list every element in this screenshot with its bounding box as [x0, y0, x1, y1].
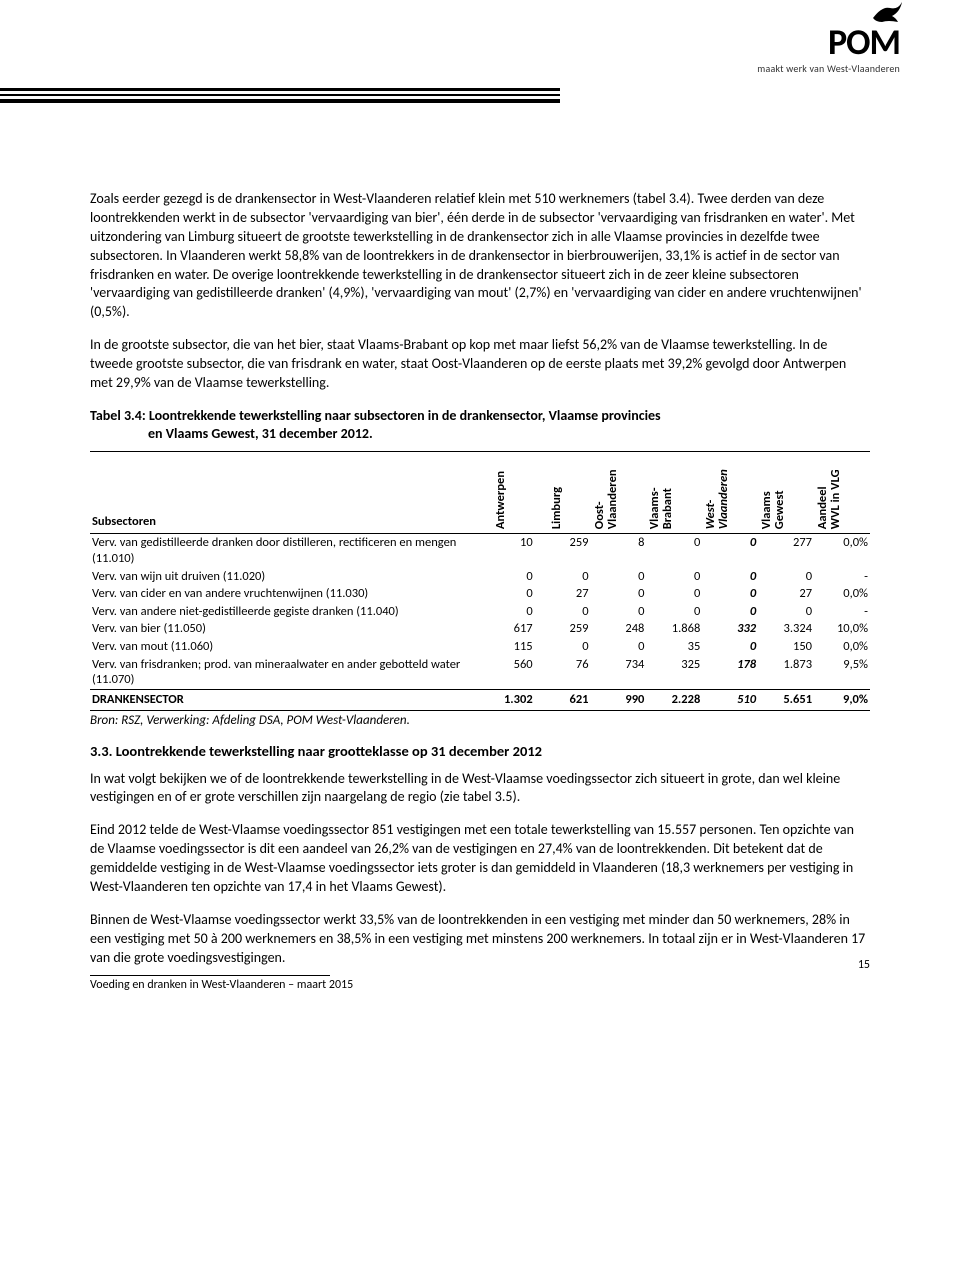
- table-row: Verv. van bier (11.050)6172592481.868332…: [90, 620, 870, 638]
- body-paragraph: In wat volgt bekijken we of de loontrekk…: [90, 770, 870, 808]
- brand-logo: POM maakt werk van West-Vlaanderen: [757, 20, 900, 75]
- page-number: 15: [858, 958, 870, 972]
- col-subsectoren: Subsectoren: [90, 452, 479, 534]
- col-oost-vlaanderen: Oost-Vlaanderen: [591, 452, 647, 534]
- data-table: Subsectoren Antwerpen Limburg Oost-Vlaan…: [90, 451, 870, 710]
- section-heading: 3.3. Loontrekkende tewerkstelling naar g…: [90, 742, 870, 760]
- table-row: Verv. van mout (11.060)115003501500,0%: [90, 638, 870, 656]
- page-footer: Voeding en dranken in West-Vlaanderen – …: [90, 975, 870, 992]
- body-paragraph: Zoals eerder gezegd is de drankensector …: [90, 190, 870, 322]
- header-decoration: [0, 88, 560, 106]
- body-paragraph: Binnen de West-Vlaamse voedingssector we…: [90, 911, 870, 968]
- body-paragraph: In de grootste subsector, die van het bi…: [90, 336, 870, 393]
- table-total-row: DRANKENSECTOR1.3026219902.2285105.6519,0…: [90, 689, 870, 710]
- col-antwerpen: Antwerpen: [479, 452, 535, 534]
- table-row: Verv. van wijn uit druiven (11.020)00000…: [90, 568, 870, 586]
- table-source: Bron: RSZ, Verwerking: Afdeling DSA, POM…: [90, 713, 870, 728]
- table-caption: Tabel 3.4: Loontrekkende tewerkstelling …: [90, 407, 870, 443]
- body-paragraph: Eind 2012 telde de West-Vlaamse voedings…: [90, 821, 870, 897]
- col-vlaams-gewest: VlaamsGewest: [758, 452, 814, 534]
- bird-icon: [868, 0, 908, 36]
- table-row: Verv. van cider en van andere vruchtenwi…: [90, 585, 870, 603]
- col-aandeel: AandeelWVL in VLG: [814, 452, 870, 534]
- col-vlaams-brabant: Vlaams-Brabant: [646, 452, 702, 534]
- table-row: Verv. van frisdranken; prod. van mineraa…: [90, 656, 870, 690]
- col-limburg: Limburg: [535, 452, 591, 534]
- table-row: Verv. van gedistilleerde dranken door di…: [90, 534, 870, 568]
- table-row: Verv. van andere niet-gedistilleerde geg…: [90, 603, 870, 621]
- col-west-vlaanderen: West-Vlaanderen: [702, 452, 758, 534]
